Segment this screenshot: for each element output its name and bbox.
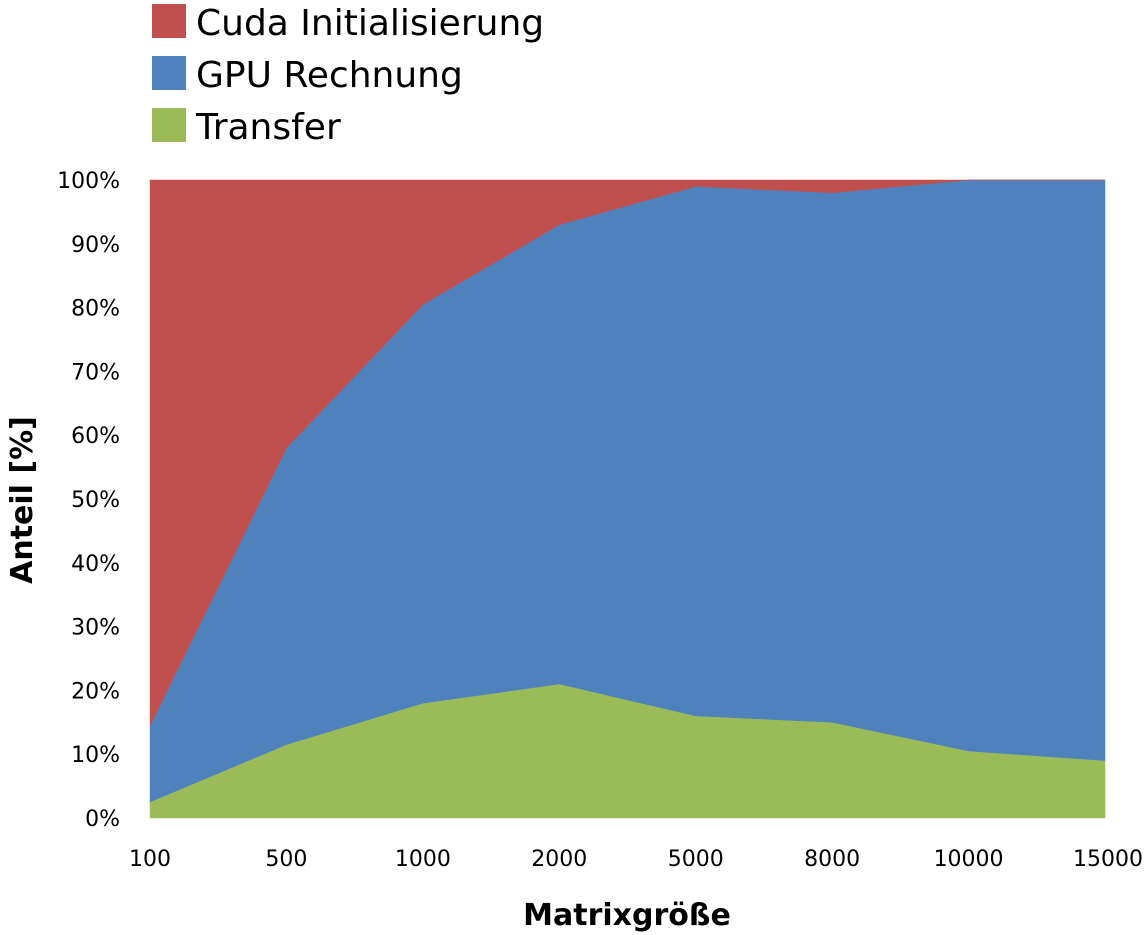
- area-cuda-initialisierung: [149, 179, 1105, 726]
- x-tick-label: 500: [265, 847, 307, 872]
- y-tick-label: 60%: [71, 424, 120, 449]
- legend: Cuda Initialisierung GPU Rechnung Transfer: [152, 3, 544, 148]
- x-tick-label: 1000: [395, 847, 451, 872]
- legend-swatch-gpu-rechnung: [152, 56, 186, 90]
- legend-label-cuda-initialisierung: Cuda Initialisierung: [196, 3, 544, 44]
- x-tick-label: 100: [129, 847, 171, 872]
- legend-label-transfer: Transfer: [195, 107, 341, 148]
- y-axis-ticks: 0% 10% 20% 30% 40% 50% 60% 70% 80% 90% 100%: [57, 169, 120, 832]
- y-tick-label: 50%: [71, 488, 120, 513]
- y-tick-label: 90%: [71, 233, 120, 258]
- x-axis-title: Matrixgröße: [523, 898, 731, 933]
- y-tick-label: 20%: [71, 679, 120, 704]
- plot-area: [149, 179, 1106, 819]
- y-tick-label: 10%: [71, 743, 120, 768]
- x-tick-label: 15000: [1073, 847, 1143, 872]
- y-axis-title: Anteil [%]: [5, 416, 40, 584]
- x-tick-label: 10000: [934, 847, 1004, 872]
- y-tick-label: 70%: [71, 360, 120, 385]
- y-tick-label: 0%: [85, 807, 120, 832]
- x-axis-ticks: 100 500 1000 2000 5000 8000 10000 15000: [129, 847, 1143, 872]
- x-tick-label: 2000: [531, 847, 587, 872]
- y-tick-label: 80%: [71, 297, 120, 322]
- x-tick-label: 8000: [804, 847, 860, 872]
- x-tick-label: 5000: [668, 847, 724, 872]
- legend-swatch-transfer: [152, 108, 186, 142]
- legend-swatch-cuda-initialisierung: [152, 4, 186, 38]
- y-tick-label: 100%: [57, 169, 120, 194]
- legend-label-gpu-rechnung: GPU Rechnung: [196, 55, 463, 96]
- y-tick-label: 40%: [71, 552, 120, 577]
- y-tick-label: 30%: [71, 616, 120, 641]
